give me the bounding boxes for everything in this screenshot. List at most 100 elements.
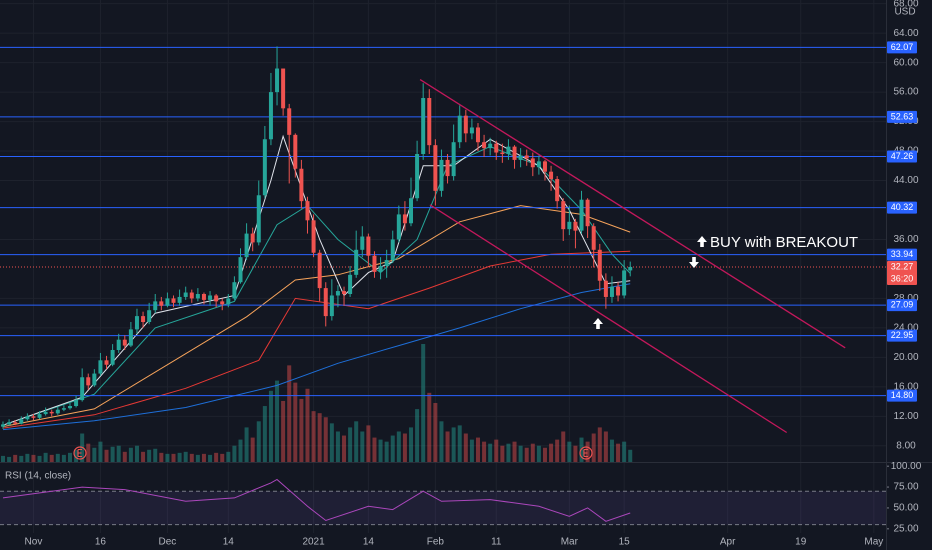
volume-bar [238,439,243,462]
candle-body [311,220,316,253]
candle-body [567,221,572,230]
rsi-tick-label: 100.00 [891,461,922,472]
candle-body [597,249,602,281]
candle-body [61,408,66,410]
volume-bar [488,443,493,462]
level-label-box [887,389,917,402]
volume-bar [86,443,91,462]
candle-body [366,236,371,256]
candle-body [579,199,584,231]
rsi-tick-label: 50.00 [893,503,918,514]
candle-body [622,270,627,296]
candle-body [494,143,499,153]
candle-body [147,310,152,322]
y-tick-label: 16.00 [893,381,918,392]
volume-bar [287,365,292,462]
x-tick-label: 16 [95,537,107,548]
x-tick-label: Apr [720,537,736,548]
candle-body [153,301,158,311]
candle-body [342,291,347,294]
candle-body [104,360,109,365]
volume-bar [1,455,5,462]
volume-bar [134,445,139,462]
candle-body [214,295,219,302]
volume-bar [366,425,371,462]
candle-body [561,201,566,230]
volume-bar [555,439,560,462]
volume-bar [512,441,517,462]
candle-body [384,260,389,266]
volume-bar [256,421,261,462]
x-tick-label: 14 [363,537,375,548]
volume-bar [323,417,328,462]
volume-bar [609,439,614,462]
level-label-box [887,110,917,123]
earnings-marker[interactable] [73,446,87,460]
volume-bar [518,445,523,462]
volume-bar [348,427,353,462]
volume-bar [43,452,48,462]
candle-body [74,400,79,406]
x-tick-label: May [864,537,883,548]
candle-body [171,298,176,303]
volume-bar [104,449,109,462]
candle-body [281,68,286,109]
candle-body [555,179,560,202]
x-tick-label: Mar [561,537,579,548]
candle-body [262,139,267,196]
candle-body [378,266,383,272]
y-tick-label: 44.00 [893,175,918,186]
volume-bar [342,435,347,462]
candle-body [433,145,438,191]
volume-bar [329,423,334,462]
level-label-box [887,150,917,163]
candle-body [244,233,249,258]
candles [1,46,633,429]
candle-body [141,316,146,322]
candle-body [49,411,54,414]
level-label-box [887,248,917,261]
volume-bar [226,451,231,462]
y-tick-label: 36.00 [893,234,918,245]
rsi-band [0,491,886,525]
y-tick-label: 8.00 [896,440,916,451]
volume-bar [262,406,267,462]
volume-bar [616,443,621,462]
x-tick-label: Dec [159,537,177,548]
candle-body [98,360,103,374]
x-tick-label: 11 [491,537,502,548]
volume-bar [451,427,456,462]
candle-body [396,214,401,240]
candle-body [530,158,535,168]
candle-body [409,198,414,224]
candle-body [573,221,578,231]
volume-bar [585,441,590,462]
earnings-marker[interactable] [579,446,593,460]
candle-body [134,316,139,330]
volume-bar [299,398,304,462]
x-tick-label: 14 [223,537,235,548]
candle-body [165,298,170,306]
candle-body [226,298,231,305]
last-price-label: 32.27 [891,261,914,271]
levels [0,46,886,397]
volume-bar [159,452,164,462]
candle-body [122,339,127,346]
candle-body [354,249,359,275]
candle-body [463,115,468,134]
candle-body [628,266,633,271]
volume-bar [439,421,444,462]
x-tick-label: Nov [25,537,43,548]
moving-average [2,134,631,426]
volume-bar [524,447,529,462]
volume-bar [622,441,627,462]
candle-body [92,373,97,386]
candle-body [390,239,395,261]
volume-bar [275,380,280,462]
volume-bar [55,453,60,462]
level-label-box [887,201,917,214]
volume-bar [384,441,389,462]
candle-body [305,201,310,221]
volume-bar [591,433,596,462]
level-label: 14.80 [891,390,914,400]
